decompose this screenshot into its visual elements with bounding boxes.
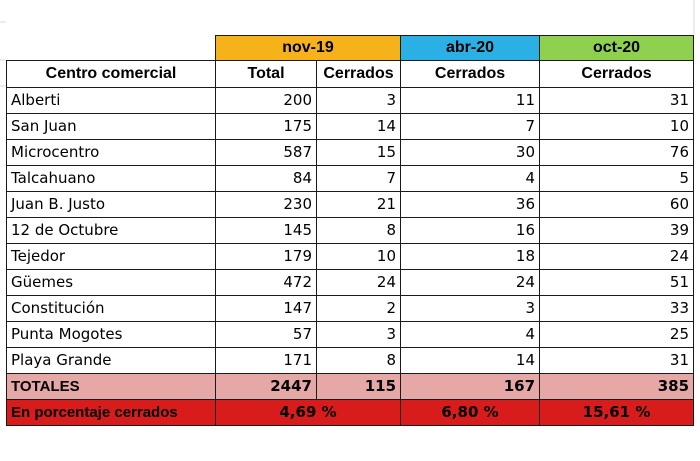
row-name-cell: Playa Grande — [6, 347, 216, 374]
row-name-cell: 12 de Octubre — [6, 217, 216, 244]
row-cerrados-nov-cell: 8 — [315, 347, 402, 374]
row-total-cell: 587 — [215, 139, 317, 166]
row-cerrados-oct-cell: 76 — [539, 139, 695, 166]
row-name-cell: Constitución — [6, 295, 216, 322]
row-cerrados-oct-cell: 25 — [539, 321, 695, 348]
row-cerrados-abr-cell: 36 — [400, 191, 541, 218]
row-name-cell: Juan B. Justo — [6, 191, 216, 218]
blank-corner-cell — [7, 36, 216, 61]
row-name-cell: Talcahuano — [6, 165, 216, 192]
row-cerrados-oct-cell: 33 — [539, 295, 695, 322]
row-cerrados-nov-cell: 8 — [315, 217, 402, 244]
totales-row: TOTALES 2447 115 167 385 — [6, 373, 695, 400]
totales-nov: 115 — [315, 373, 402, 400]
row-cerrados-nov-cell: 24 — [315, 269, 402, 296]
row-name-cell: Punta Mogotes — [6, 321, 216, 348]
row-cerrados-oct-cell: 60 — [539, 191, 695, 218]
row-cerrados-abr-cell: 3 — [400, 295, 541, 322]
column-header-total: Total — [215, 60, 317, 88]
row-cerrados-oct-cell: 39 — [539, 217, 695, 244]
row-cerrados-nov-cell: 7 — [315, 165, 402, 192]
row-cerrados-nov-cell: 3 — [315, 321, 402, 348]
row-name-cell: Microcentro — [6, 139, 216, 166]
row-name-cell: Alberti — [6, 87, 216, 114]
row-cerrados-abr-cell: 7 — [400, 113, 541, 140]
table-row: Juan B. Justo 230 21 36 60 — [6, 191, 695, 218]
table-body: Alberti 200 3 11 31 San Juan 175 14 7 10 Microcent… — [6, 87, 695, 426]
table-row: San Juan 175 14 7 10 — [6, 113, 695, 140]
row-cerrados-oct-cell: 51 — [539, 269, 695, 296]
table-row: Alberti 200 3 11 31 — [6, 87, 695, 114]
table-row: Constitución 147 2 3 33 — [6, 295, 695, 322]
row-cerrados-nov-cell: 2 — [315, 295, 402, 322]
totales-label: TOTALES — [6, 373, 216, 400]
percentage-nov: 4,69 % — [214, 399, 402, 426]
row-cerrados-abr-cell: 4 — [400, 321, 541, 348]
row-name-cell: Tejedor — [6, 243, 216, 270]
row-cerrados-abr-cell: 14 — [400, 347, 541, 374]
totales-abr: 167 — [400, 373, 541, 400]
row-total-cell: 171 — [215, 347, 317, 374]
row-cerrados-oct-cell: 5 — [539, 165, 695, 192]
column-header-centro: Centro comercial — [6, 60, 216, 88]
column-header-cerrados-abr: Cerrados — [400, 60, 541, 88]
row-cerrados-oct-cell: 10 — [539, 113, 695, 140]
shopping-centers-table: nov-19 abr-20 oct-20 Centro comercial To… — [6, 35, 695, 426]
row-total-cell: 472 — [215, 269, 317, 296]
row-cerrados-nov-cell: 14 — [315, 113, 402, 140]
table-row: 12 de Octubre 145 8 16 39 — [6, 217, 695, 244]
row-cerrados-abr-cell: 4 — [400, 165, 541, 192]
row-cerrados-nov-cell: 3 — [315, 87, 402, 114]
row-name-cell: San Juan — [6, 113, 216, 140]
row-name-cell: Güemes — [6, 269, 216, 296]
table-row: Tejedor 179 10 18 24 — [6, 243, 695, 270]
table-row: Talcahuano 84 7 4 5 — [6, 165, 695, 192]
table-row: Playa Grande 171 8 14 31 — [6, 347, 695, 374]
period-header-row: nov-19 abr-20 oct-20 — [7, 35, 695, 61]
row-cerrados-nov-cell: 15 — [315, 139, 402, 166]
percentage-abr: 6,80 % — [400, 399, 541, 426]
row-cerrados-abr-cell: 18 — [400, 243, 541, 270]
column-header-cerrados-nov: Cerrados — [315, 60, 402, 88]
row-cerrados-nov-cell: 21 — [315, 191, 402, 218]
percentage-label: En porcentaje cerrados — [6, 399, 216, 426]
row-total-cell: 175 — [215, 113, 317, 140]
row-cerrados-abr-cell: 30 — [400, 139, 541, 166]
column-header-row: Centro comercial Total Cerrados Cerrados… — [6, 60, 695, 88]
column-header-cerrados-oct: Cerrados — [539, 60, 695, 88]
row-cerrados-oct-cell: 31 — [539, 87, 695, 114]
table-row: Punta Mogotes 57 3 4 25 — [6, 321, 695, 348]
row-total-cell: 179 — [215, 243, 317, 270]
table-row: Microcentro 587 15 30 76 — [6, 139, 695, 166]
row-total-cell: 84 — [215, 165, 317, 192]
percentage-row: En porcentaje cerrados 4,69 % 6,80 % 15,… — [6, 399, 695, 426]
row-cerrados-abr-cell: 24 — [400, 269, 541, 296]
row-total-cell: 145 — [215, 217, 317, 244]
row-cerrados-oct-cell: 31 — [539, 347, 695, 374]
period-nov19-header: nov-19 — [214, 35, 402, 61]
row-total-cell: 200 — [215, 87, 317, 114]
totales-oct: 385 — [539, 373, 695, 400]
period-oct20-header: oct-20 — [539, 35, 695, 61]
row-cerrados-abr-cell: 11 — [400, 87, 541, 114]
period-abr20-header: abr-20 — [400, 35, 541, 61]
row-cerrados-oct-cell: 24 — [539, 243, 695, 270]
percentage-oct: 15,61 % — [539, 399, 695, 426]
totales-total: 2447 — [215, 373, 317, 400]
row-total-cell: 57 — [215, 321, 317, 348]
row-total-cell: 147 — [215, 295, 317, 322]
table-row: Güemes 472 24 24 51 — [6, 269, 695, 296]
row-cerrados-abr-cell: 16 — [400, 217, 541, 244]
row-cerrados-nov-cell: 10 — [315, 243, 402, 270]
row-total-cell: 230 — [215, 191, 317, 218]
